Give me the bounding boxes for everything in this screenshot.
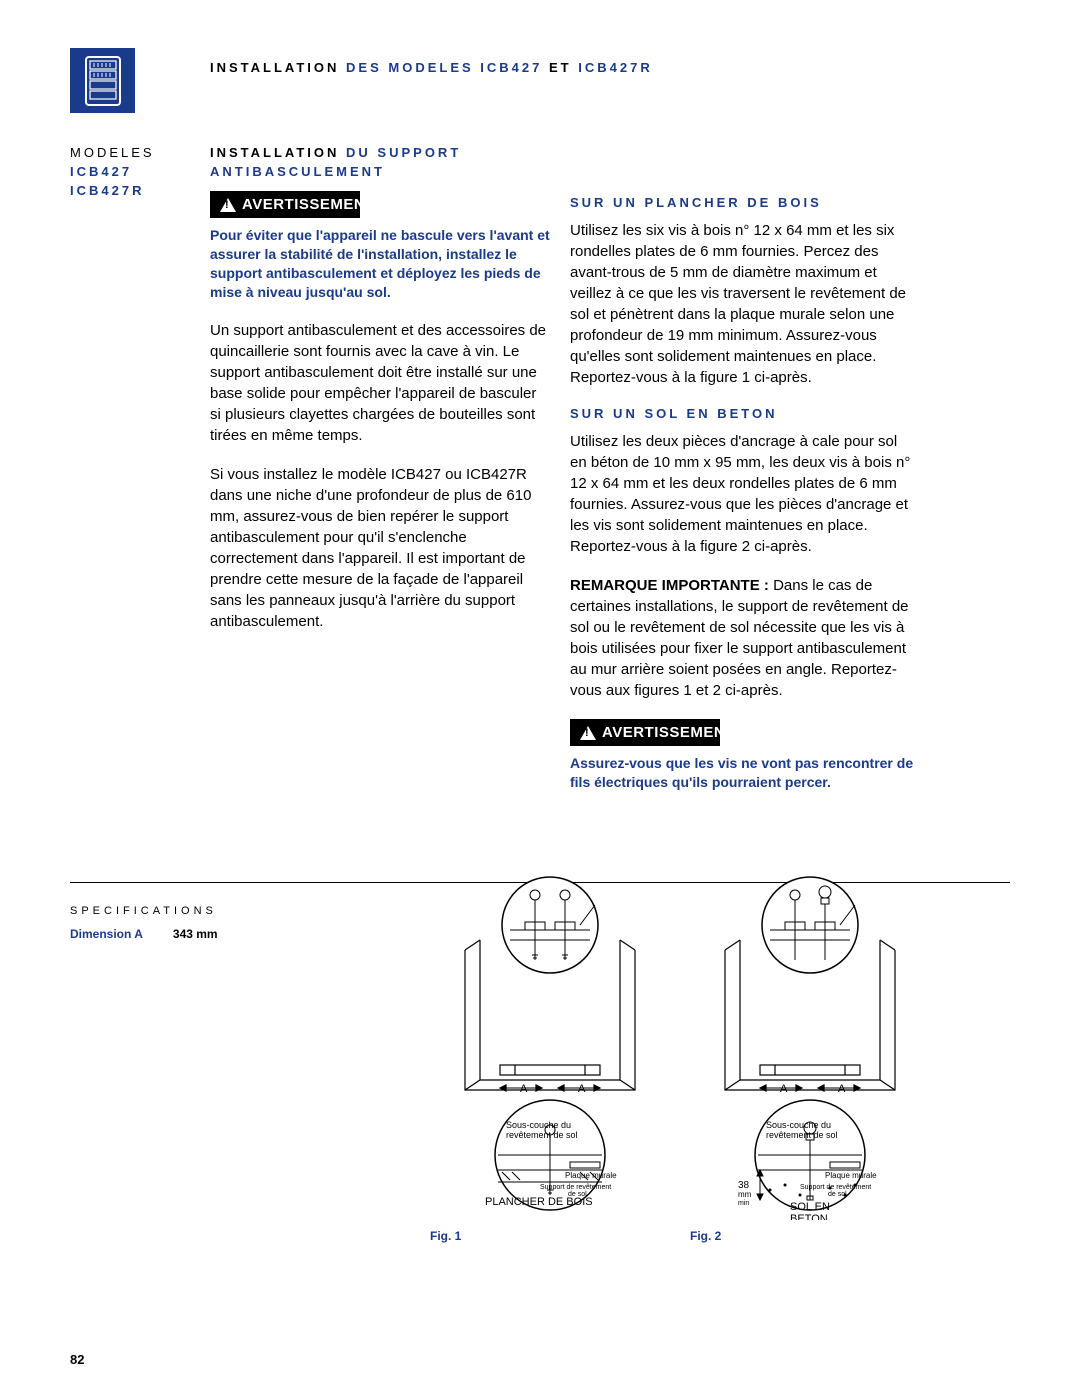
fig2-support-label: Support de revêtement [800, 1184, 871, 1191]
fig2-dim-a-r: A [838, 1083, 846, 1095]
paragraph-concrete: Utilisez les deux pièces d'ancrage à cal… [570, 431, 915, 557]
paragraph-wood: Utilisez les six vis à bois n° 12 x 64 m… [570, 220, 915, 388]
right-column: SUR UN PLANCHER DE BOIS Utilisez les six… [570, 195, 915, 810]
fig2-caption: Fig. 2 [690, 1229, 930, 1243]
figure-2: A A [690, 870, 930, 1243]
modeles-label: MODELES [70, 145, 190, 160]
title-black: INSTALLATION [210, 145, 339, 160]
warning-body-1: Pour éviter que l'appareil ne bascule ve… [210, 226, 550, 302]
fig2-plate-label: Plaque murale [825, 1171, 877, 1180]
fig1-subfloor-label: Sous-couche du [506, 1120, 571, 1130]
warning-header-2: AVERTISSEMENT [570, 719, 720, 746]
fig2-subfloor-label2: revêtement de sol [766, 1130, 838, 1140]
spec-row: Dimension A 343 mm [70, 927, 400, 941]
model-1: ICB427 [70, 164, 190, 179]
spec-dim-label: Dimension A [70, 927, 143, 941]
paragraph-2: Si vous installez le modèle ICB427 ou IC… [210, 464, 550, 632]
page-header: INSTALLATION DES MODELES ICB427 ET ICB42… [210, 60, 653, 75]
fig2-support-label2: de sol [828, 1191, 847, 1198]
fig1-plate-label: Plaque murale [565, 1171, 617, 1180]
fig1-dim-a-l: A [520, 1083, 528, 1095]
warning-label-1: AVERTISSEMENT [242, 196, 375, 213]
header-et: ET [549, 60, 572, 75]
header-prefix: INSTALLATION [210, 60, 339, 75]
header-suffix: ICB427R [578, 60, 652, 75]
fig1-dim-a-r: A [578, 1083, 586, 1095]
warning-icon [580, 726, 596, 740]
page-number: 82 [70, 1352, 84, 1367]
brand-icon [70, 48, 135, 113]
left-column: MODELES ICB427 ICB427R [70, 145, 190, 198]
fig2-dim-a-l: A [780, 1083, 788, 1095]
model-2: ICB427R [70, 183, 190, 198]
middle-column: INSTALLATION DU SUPPORT ANTIBASCULEMENT … [210, 145, 550, 650]
section-subtitle: ANTIBASCULEMENT [210, 164, 550, 179]
spec-title: SPECIFICATIONS [70, 905, 400, 917]
warning-icon [220, 198, 236, 212]
fig2-subfloor-label: Sous-couche du [766, 1120, 831, 1130]
remark-label: REMARQUE IMPORTANTE : [570, 577, 769, 594]
fig1-caption: Fig. 1 [430, 1229, 670, 1243]
title-blue: DU SUPPORT [346, 145, 461, 160]
figures-row: A A [430, 870, 930, 1243]
figure-1: A A [430, 870, 670, 1243]
paragraph-remark: REMARQUE IMPORTANTE : Dans le cas de cer… [570, 575, 915, 701]
paragraph-1: Un support antibasculement et des access… [210, 320, 550, 446]
remark-text: Dans le cas de certaines installations, … [570, 577, 909, 699]
warning-body-2: Assurez-vous que les vis ne vont pas ren… [570, 754, 915, 792]
fig2-floor-label-2: BETON [790, 1213, 828, 1220]
fig2-depth-min: min [738, 1200, 749, 1207]
fig1-floor-label: PLANCHER DE BOIS [485, 1196, 593, 1208]
fig2-depth-unit: mm [738, 1190, 752, 1199]
specifications: SPECIFICATIONS Dimension A 343 mm [70, 905, 400, 941]
warning-header-1: AVERTISSEMENT [210, 191, 360, 218]
subheading-concrete: SUR UN SOL EN BETON [570, 406, 915, 421]
fig1-support-label: Support de revêtement [540, 1184, 611, 1191]
subheading-wood: SUR UN PLANCHER DE BOIS [570, 195, 915, 210]
section-title: INSTALLATION DU SUPPORT [210, 145, 550, 160]
warning-label-2: AVERTISSEMENT [602, 724, 735, 741]
header-mid: DES MODELES ICB427 [346, 60, 542, 75]
spec-dim-value: 343 mm [173, 927, 218, 941]
fig1-subfloor-label2: revêtement de sol [506, 1130, 578, 1140]
fig2-floor-label-1: SOL EN [790, 1201, 830, 1213]
